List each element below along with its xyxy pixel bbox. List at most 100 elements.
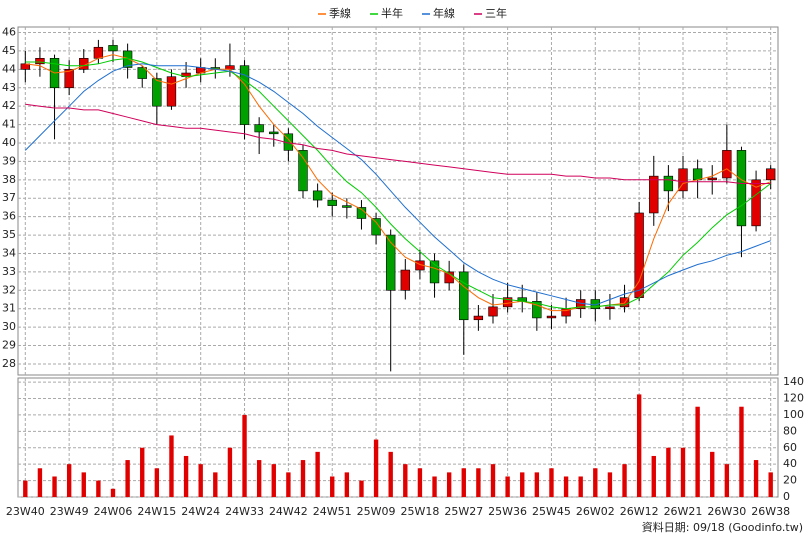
legend-label: 半年 (381, 6, 403, 20)
volume-bar (739, 406, 744, 497)
x-tick-label: 25W18 (400, 505, 439, 518)
y2-tick-label: 120 (783, 392, 804, 405)
candle-body (137, 67, 147, 79)
volume-bar (286, 472, 291, 497)
volume-bar (169, 435, 174, 497)
volume-bar (125, 460, 130, 497)
x-tick-label: 24W24 (181, 505, 220, 518)
y2-tick-label: 80 (783, 424, 797, 437)
candle-body (766, 168, 776, 181)
candle-body (254, 124, 264, 133)
ma-line (24, 63, 771, 306)
volume-bar (768, 472, 773, 497)
volume-bar (66, 464, 72, 497)
legend-label: 年線 (433, 6, 455, 20)
candle-body (152, 78, 162, 107)
volume-bar (256, 460, 262, 497)
volume-bar (154, 468, 160, 497)
candle-body (327, 199, 337, 206)
volume-bar (534, 472, 540, 497)
volume-bar (593, 468, 598, 497)
volume-bar (344, 472, 350, 497)
volume-bar (680, 447, 686, 497)
volume-bar (37, 468, 43, 497)
y-tick-label: 33 (2, 265, 16, 278)
x-tick-label: 26W38 (751, 505, 790, 518)
x-tick-label: 25W27 (444, 505, 483, 518)
candle-body (298, 150, 308, 192)
volume-bar (476, 468, 481, 497)
x-tick-label: 25W09 (357, 505, 396, 518)
candle-body (605, 306, 615, 310)
x-tick-label: 23W40 (6, 505, 45, 518)
volume-bar (563, 476, 569, 497)
volume-bar (432, 476, 437, 497)
y-tick-label: 28 (2, 357, 16, 370)
candle-body (64, 69, 74, 89)
candle-body (678, 168, 688, 192)
candle-body (239, 65, 250, 125)
x-tick-label: 24W33 (225, 505, 264, 518)
y-tick-label: 43 (2, 81, 16, 94)
x-tick-label: 26W30 (707, 505, 746, 518)
x-tick-label: 24W51 (313, 505, 352, 518)
volume-bar (578, 476, 583, 497)
volume-frame (17, 377, 779, 498)
y2-tick-label: 20 (783, 474, 797, 487)
candle-body (649, 175, 659, 214)
source-note: 資料日期: 09/18 (Goodinfo.tw) (642, 520, 803, 534)
y2-tick-label: 0 (783, 490, 790, 503)
candle-body (166, 76, 177, 107)
candle-body (546, 315, 557, 319)
candle-body (692, 168, 703, 181)
volume-bar (271, 464, 276, 497)
volume-bar (23, 480, 28, 497)
ma-line (25, 103, 771, 184)
y-tick-label: 46 (2, 26, 16, 39)
y-tick-label: 29 (2, 339, 16, 352)
y-tick-label: 31 (2, 302, 16, 315)
volume-bar (227, 447, 233, 497)
candle-body (429, 260, 440, 284)
y-tick-label: 37 (2, 191, 16, 204)
candle-body (459, 271, 469, 321)
volume-bar (695, 406, 700, 497)
y-tick-label: 39 (2, 154, 16, 167)
volume-bar (373, 439, 379, 497)
candle-body (93, 46, 104, 59)
candle-body (342, 205, 352, 208)
x-tick-label: 24W15 (137, 505, 176, 518)
volume-bar (183, 455, 189, 497)
candle-body (707, 177, 717, 181)
volume-bar (636, 394, 642, 497)
x-tick-label: 26W12 (620, 505, 659, 518)
y2-tick-label: 40 (783, 457, 797, 470)
volume-bar (52, 476, 57, 497)
y-tick-label: 45 (2, 44, 16, 57)
x-tick-label: 25W36 (488, 505, 527, 518)
x-tick-label: 24W06 (94, 505, 133, 518)
candle-body (35, 58, 45, 65)
y-tick-label: 40 (2, 136, 16, 149)
candle-body (736, 150, 747, 227)
volume-bar (651, 455, 656, 497)
volume-bar (607, 472, 613, 497)
volume-bar (505, 476, 510, 497)
candle-body (751, 179, 761, 227)
candle-body (473, 315, 484, 321)
candle-body (108, 45, 118, 52)
candle-body (386, 234, 396, 291)
volume-bar (110, 488, 116, 497)
volume-bar (330, 476, 335, 497)
volume-bar (242, 414, 247, 497)
x-tick-label: 26W02 (576, 505, 615, 518)
legend-label: 季線 (329, 6, 351, 20)
volume-bar (417, 468, 423, 497)
volume-bar (96, 480, 101, 497)
x-tick-label: 25W45 (532, 505, 571, 518)
x-tick-label: 24W42 (269, 505, 308, 518)
candle-body (400, 269, 410, 291)
y2-tick-label: 60 (783, 441, 797, 454)
volume-bar (461, 468, 466, 497)
